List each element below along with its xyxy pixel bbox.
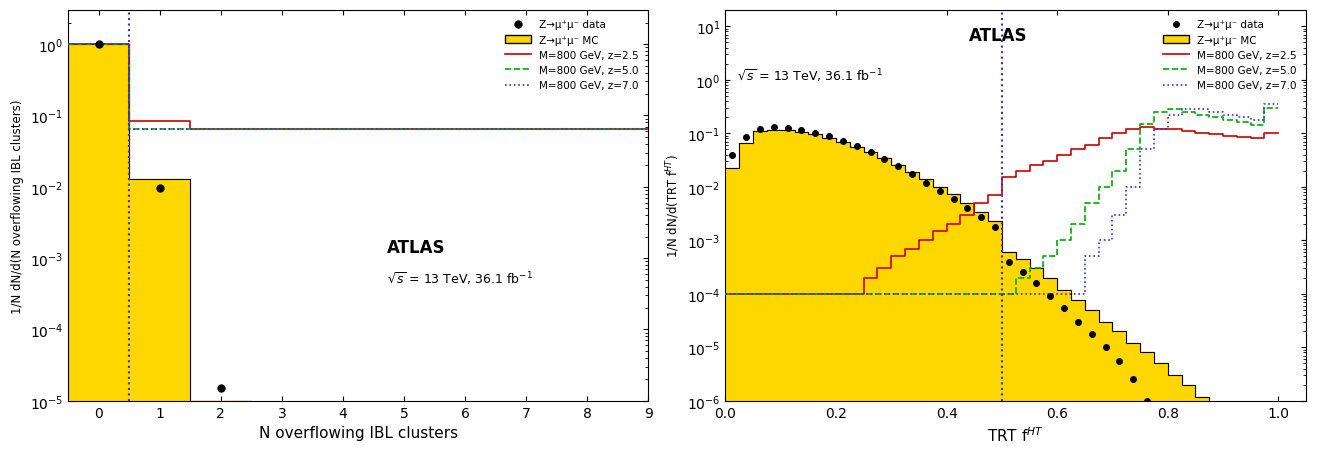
Text: ATLAS: ATLAS: [969, 27, 1027, 45]
Text: $\sqrt{s}$ = 13 TeV, 36.1 fb$^{-1}$: $\sqrt{s}$ = 13 TeV, 36.1 fb$^{-1}$: [738, 67, 884, 84]
Legend: Z→μ⁺μ⁻ data, Z→μ⁺μ⁻ MC, M=800 GeV, z=2.5, M=800 GeV, z=5.0, M=800 GeV, z=7.0: Z→μ⁺μ⁻ data, Z→μ⁺μ⁻ MC, M=800 GeV, z=2.5…: [500, 16, 643, 95]
Legend: Z→μ⁺μ⁻ data, Z→μ⁺μ⁻ MC, M=800 GeV, z=2.5, M=800 GeV, z=5.0, M=800 GeV, z=7.0: Z→μ⁺μ⁻ data, Z→μ⁺μ⁻ MC, M=800 GeV, z=2.5…: [1159, 16, 1301, 95]
X-axis label: N overflowing IBL clusters: N overflowing IBL clusters: [258, 425, 458, 440]
Text: $\sqrt{s}$ = 13 TeV, 36.1 fb$^{-1}$: $\sqrt{s}$ = 13 TeV, 36.1 fb$^{-1}$: [387, 270, 533, 287]
Text: ATLAS: ATLAS: [387, 239, 445, 257]
X-axis label: TRT f$^{HT}$: TRT f$^{HT}$: [988, 425, 1044, 444]
Y-axis label: 1/N dN/d(N overflowing IBL clusters): 1/N dN/d(N overflowing IBL clusters): [11, 99, 24, 313]
Y-axis label: 1/N dN/d(TRT f$^{HT}$): 1/N dN/d(TRT f$^{HT}$): [664, 154, 682, 258]
